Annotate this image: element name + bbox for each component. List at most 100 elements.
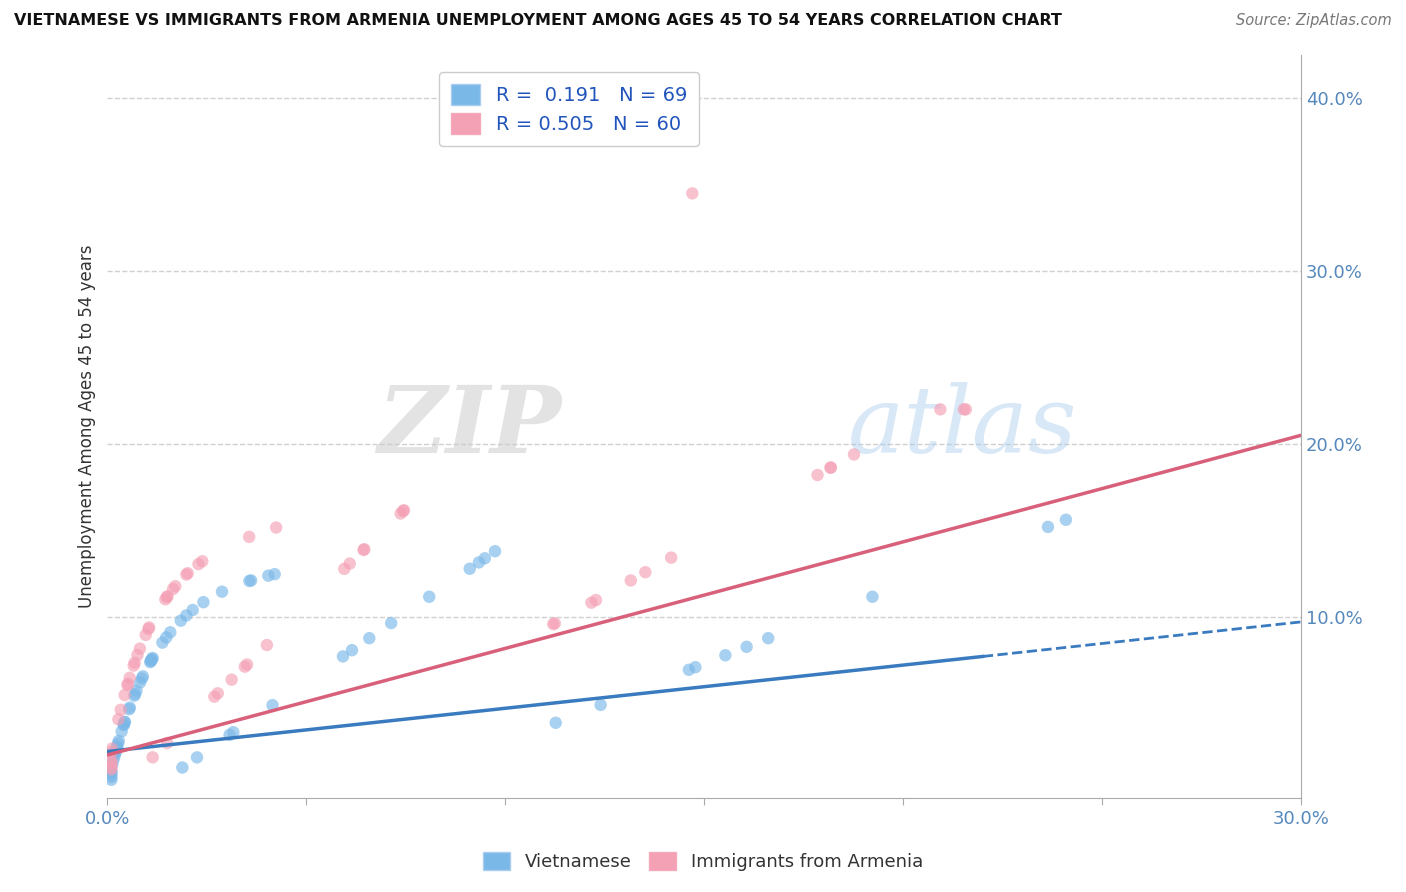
Point [207, 686, 229, 700]
Point [256, 638, 278, 652]
Point [104, 746, 127, 760]
Point [191, 554, 214, 568]
Point [112, 717, 135, 731]
Point [100, 756, 122, 770]
Point [107, 734, 129, 748]
Point [127, 648, 149, 662]
Point [714, 648, 737, 663]
Point [389, 507, 412, 521]
Point [543, 617, 565, 632]
Point [131, 672, 153, 686]
Point [103, 748, 125, 763]
Point [359, 631, 381, 645]
Point [125, 683, 148, 698]
Point [233, 659, 256, 673]
Point [176, 567, 198, 582]
Point [735, 640, 758, 654]
Point [544, 616, 567, 631]
Point [152, 635, 174, 649]
Point [176, 566, 198, 581]
Point [139, 654, 162, 668]
Point [122, 658, 145, 673]
Point [124, 689, 146, 703]
Point [139, 655, 162, 669]
Point [156, 590, 179, 604]
Point [263, 567, 285, 582]
Point [100, 754, 122, 768]
Point [221, 673, 243, 687]
Point [806, 468, 828, 483]
Point [929, 402, 952, 417]
Point [842, 447, 865, 461]
Point [174, 608, 197, 623]
Point [681, 186, 703, 201]
Point [1036, 520, 1059, 534]
Point [107, 712, 129, 726]
Point [544, 715, 567, 730]
Point [181, 603, 204, 617]
Point [104, 746, 127, 760]
Point [240, 574, 263, 588]
Point [141, 653, 163, 667]
Point [156, 590, 179, 604]
Point [756, 631, 779, 645]
Text: atlas: atlas [848, 382, 1077, 472]
Point [820, 460, 842, 475]
Point [193, 595, 215, 609]
Point [202, 690, 225, 704]
Point [100, 764, 122, 778]
Point [100, 772, 122, 787]
Point [141, 652, 163, 666]
Point [129, 675, 152, 690]
Point [222, 725, 245, 739]
Point [634, 565, 657, 579]
Y-axis label: Unemployment Among Ages 45 to 54 years: Unemployment Among Ages 45 to 54 years [79, 245, 96, 608]
Legend: Vietnamese, Immigrants from Armenia: Vietnamese, Immigrants from Armenia [475, 845, 931, 879]
Point [165, 579, 187, 593]
Point [353, 542, 375, 557]
Point [132, 669, 155, 683]
Point [1054, 513, 1077, 527]
Point [860, 590, 883, 604]
Point [211, 584, 233, 599]
Point [238, 530, 260, 544]
Point [118, 700, 141, 714]
Point [114, 688, 136, 702]
Legend: R =  0.191   N = 69, R = 0.505   N = 60: R = 0.191 N = 69, R = 0.505 N = 60 [440, 72, 699, 145]
Point [100, 765, 122, 780]
Point [418, 590, 440, 604]
Point [118, 671, 141, 685]
Point [585, 593, 607, 607]
Point [101, 757, 124, 772]
Point [117, 678, 139, 692]
Point [484, 544, 506, 558]
Point [333, 562, 356, 576]
Point [105, 740, 128, 755]
Point [112, 717, 135, 731]
Point [380, 616, 402, 631]
Point [257, 568, 280, 582]
Text: ZIP: ZIP [377, 382, 561, 472]
Point [332, 649, 354, 664]
Point [114, 714, 136, 729]
Point [118, 702, 141, 716]
Point [339, 557, 361, 571]
Point [100, 767, 122, 781]
Point [952, 402, 974, 417]
Point [238, 574, 260, 588]
Point [186, 750, 208, 764]
Point [955, 402, 977, 417]
Point [659, 550, 682, 565]
Point [105, 739, 128, 754]
Point [340, 643, 363, 657]
Point [129, 641, 152, 656]
Point [678, 663, 700, 677]
Point [187, 557, 209, 571]
Point [620, 574, 643, 588]
Text: Source: ZipAtlas.com: Source: ZipAtlas.com [1236, 13, 1392, 29]
Point [685, 660, 707, 674]
Point [142, 750, 165, 764]
Point [138, 622, 160, 636]
Point [589, 698, 612, 712]
Point [114, 714, 136, 729]
